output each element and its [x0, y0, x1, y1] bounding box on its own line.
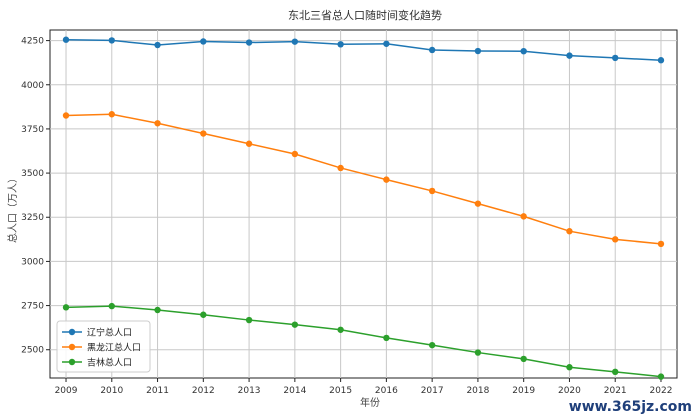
- x-axis-ticks: 2009 2010 2011 2012 2013 2014 2015 2016 2017 2018…: [55, 378, 673, 396]
- data-point: [520, 213, 527, 220]
- data-point: [245, 140, 253, 147]
- data-point: [62, 36, 70, 43]
- legend-item: 黑龙江总人口: [62, 342, 141, 354]
- legend-item: 吉林总人口: [62, 357, 132, 369]
- legend-item: 辽宁总人口: [62, 327, 132, 339]
- data-point: [337, 164, 344, 172]
- data-point: [474, 47, 482, 55]
- data-point: [154, 41, 161, 49]
- series-1: [62, 36, 665, 64]
- y-axis-ticks: 2500 2750 3000 3250 3500 3750 4000 4250: [21, 37, 50, 356]
- data-point: [612, 368, 619, 376]
- series-lines: [62, 36, 665, 380]
- x-tick-label: 2014: [283, 386, 306, 396]
- x-tick-label: 2015: [329, 386, 352, 396]
- y-tick-label: 3250: [21, 213, 44, 223]
- data-point: [200, 130, 207, 137]
- x-tick-label: 2022: [650, 386, 673, 396]
- legend-marker: [68, 358, 76, 366]
- legend-label: 辽宁总人口: [87, 327, 132, 339]
- data-point: [62, 304, 70, 311]
- x-tick-label: 2018: [466, 386, 489, 396]
- data-point: [474, 200, 482, 207]
- series-3: [62, 302, 665, 380]
- data-point: [108, 111, 115, 118]
- y-tick-label: 2750: [21, 302, 44, 312]
- data-point: [245, 39, 253, 46]
- x-tick-label: 2017: [421, 386, 444, 396]
- data-point: [612, 54, 619, 62]
- x-tick-label: 2011: [146, 386, 169, 396]
- x-tick-label: 2020: [558, 386, 581, 396]
- data-point: [383, 334, 390, 342]
- data-point: [383, 40, 390, 47]
- data-point: [337, 326, 344, 333]
- data-point: [657, 240, 665, 248]
- y-tick-label: 3750: [21, 125, 44, 135]
- x-tick-label: 2012: [192, 386, 215, 396]
- data-point: [657, 57, 665, 64]
- legend-label: 黑龙江总人口: [87, 342, 141, 354]
- data-point: [474, 349, 482, 356]
- data-point: [291, 38, 299, 45]
- plot-area: [49, 29, 678, 379]
- y-tick-label: 3000: [21, 257, 44, 267]
- series-2: [62, 111, 665, 248]
- y-tick-label: 4000: [21, 81, 44, 91]
- y-tick-label: 4250: [21, 37, 44, 47]
- data-point: [291, 321, 299, 328]
- x-tick-label: 2016: [375, 386, 398, 396]
- grid-lines: [50, 30, 677, 378]
- data-point: [108, 37, 115, 44]
- legend-marker: [68, 328, 76, 336]
- x-tick-label: 2021: [604, 386, 627, 396]
- data-point: [566, 364, 573, 371]
- data-point: [520, 355, 527, 363]
- data-point: [337, 41, 344, 48]
- legend-marker: [68, 343, 76, 351]
- data-point: [108, 302, 115, 310]
- data-point: [62, 112, 70, 119]
- y-tick-label: 3500: [21, 169, 44, 179]
- x-tick-label: 2013: [238, 386, 261, 396]
- data-point: [428, 341, 436, 349]
- chart-title: 东北三省总人口随时间变化趋势: [288, 8, 442, 22]
- data-point: [428, 46, 436, 54]
- data-point: [428, 187, 436, 195]
- data-point: [200, 38, 207, 45]
- data-point: [657, 373, 665, 380]
- y-tick-label: 2500: [21, 346, 44, 356]
- data-point: [566, 52, 573, 59]
- series-line: [66, 38, 662, 61]
- x-tick-label: 2010: [100, 386, 123, 396]
- data-point: [154, 120, 161, 127]
- data-point: [612, 236, 619, 243]
- legend-box: [56, 320, 151, 373]
- x-axis-label: 年份: [360, 396, 380, 409]
- watermark-text: www.365jz.com: [569, 399, 692, 415]
- series-line: [65, 305, 662, 378]
- data-point: [245, 316, 253, 324]
- legend-label: 吉林总人口: [87, 357, 132, 369]
- series-line: [65, 113, 662, 245]
- data-point: [291, 150, 299, 158]
- data-point: [520, 47, 527, 55]
- data-point: [154, 306, 161, 314]
- data-point: [383, 176, 390, 183]
- data-point: [566, 228, 573, 235]
- y-axis-label: 总人口（万人）: [6, 173, 19, 243]
- data-point: [200, 311, 207, 318]
- x-tick-label: 2019: [512, 386, 535, 396]
- x-tick-label: 2009: [55, 386, 78, 396]
